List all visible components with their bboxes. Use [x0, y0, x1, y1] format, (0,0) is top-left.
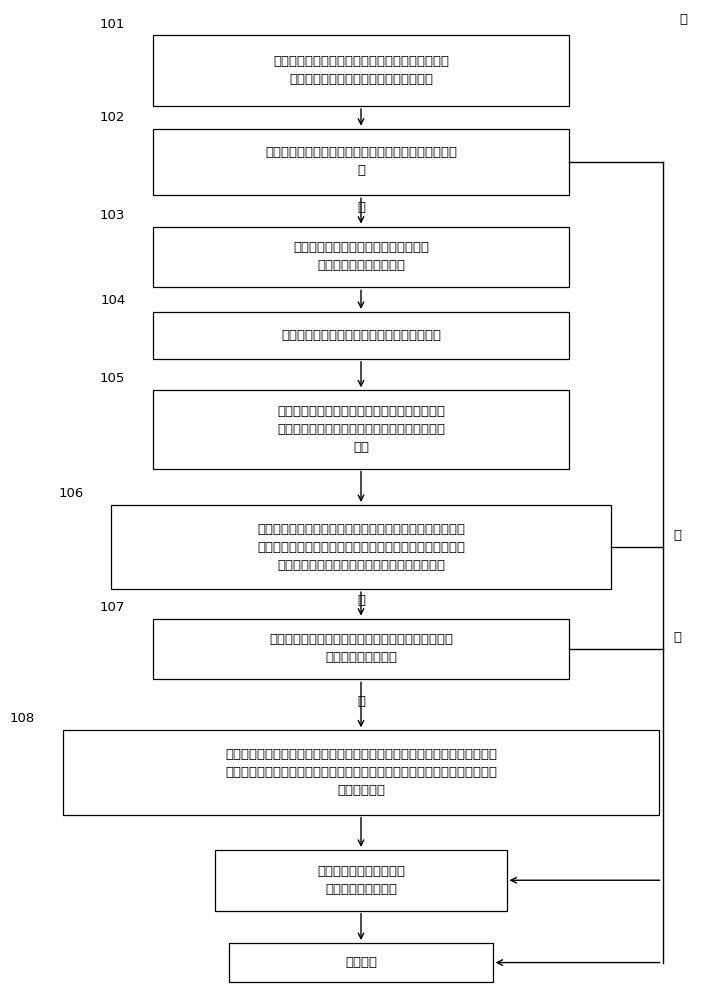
Text: 在工程机械通过支撑腿支撑时，采集各个支撑腿的
支撑位置信息以及支撑工程机械的支撑力: 在工程机械通过支撑腿支撑时，采集各个支撑腿的 支撑位置信息以及支撑工程机械的支撑… [273, 55, 449, 86]
Text: 是: 是 [673, 631, 681, 644]
Text: 根据工程机械的整车底盘重心到倾翻边的力矩与所述整车重
心到倾翻边的力矩之间的对应关系获取工程机械的安全系数
，判断安全系数是否小于设定的范围值的最小值: 根据工程机械的整车底盘重心到倾翻边的力矩与所述整车重 心到倾翻边的力矩之间的对应… [257, 523, 465, 572]
Bar [111, 505, 611, 589]
Bar [63, 730, 659, 815]
Text: 根据各个支撑腿支撑工程机械的支撑力
获取工程机械的整车重力: 根据各个支撑腿支撑工程机械的支撑力 获取工程机械的整车重力 [293, 241, 429, 272]
Text: 103: 103 [100, 209, 126, 222]
Text: 105: 105 [100, 372, 126, 385]
Bar [230, 943, 492, 982]
Text: 否: 否 [357, 695, 365, 708]
Bar [153, 312, 569, 359]
Bar [153, 227, 569, 287]
Text: 允许工程机械的臂架开始动作，在工程机械的臂架中任一节臂架沿设定方向转
动时，检测安全系数，在安全系数位于设定的范围值内时，限定该节臂架沿该
设定方向转动: 允许工程机械的臂架开始动作，在工程机械的臂架中任一节臂架沿设定方向转 动时，检测… [225, 748, 497, 797]
Bar [153, 390, 569, 469]
Bar [153, 35, 569, 106]
Text: 否: 否 [357, 201, 365, 214]
Bar [153, 129, 569, 195]
Text: 101: 101 [100, 18, 126, 31]
Text: 确定工程机械有倾翻危险
，并锁定工程机械；: 确定工程机械有倾翻危险 ，并锁定工程机械； [317, 865, 405, 896]
Text: 108: 108 [10, 712, 35, 725]
Text: 否: 否 [357, 594, 365, 607]
Text: 是: 是 [680, 13, 688, 26]
Text: 根据力矩平衡计算出工程机械的整车重心位置: 根据力矩平衡计算出工程机械的整车重心位置 [281, 329, 441, 342]
Text: 107: 107 [100, 601, 126, 614]
Text: 102: 102 [100, 111, 126, 124]
Text: 在工程机械未动作时，间隔设定时间获取整车重心的
位置并将其进行对比: 在工程机械未动作时，间隔设定时间获取整车重心的 位置并将其进行对比 [269, 633, 453, 664]
Text: 106: 106 [58, 487, 84, 500]
Bar [215, 850, 507, 911]
Text: 104: 104 [100, 294, 126, 307]
Text: 确定倾翻边、倾翻边为任意两个相邻的支撑腿的
支撑位置的连线中，与整车重心位置距离最小的
连线: 确定倾翻边、倾翻边为任意两个相邻的支撑腿的 支撑位置的连线中，与整车重心位置距离… [277, 405, 445, 454]
Text: 是: 是 [673, 529, 681, 542]
Text: 判断获取的支撑腿的支撑力是否超出支撑腿的设定支撑
值: 判断获取的支撑腿的支撑力是否超出支撑腿的设定支撑 值 [265, 146, 457, 177]
Text: 锁定臂架: 锁定臂架 [345, 956, 377, 969]
Bar [153, 619, 569, 679]
